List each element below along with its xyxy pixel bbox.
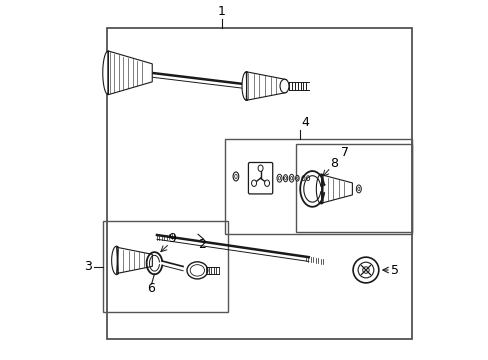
Ellipse shape [356,185,361,193]
Circle shape [362,267,368,273]
Text: 1: 1 [217,5,225,18]
Text: 7: 7 [340,146,348,159]
Text: 6: 6 [147,283,155,296]
Ellipse shape [186,262,207,279]
Ellipse shape [301,176,305,181]
Bar [103,221,228,312]
Ellipse shape [280,79,288,93]
Ellipse shape [284,177,286,180]
Ellipse shape [234,174,237,179]
Ellipse shape [295,175,299,181]
Ellipse shape [278,176,280,180]
Polygon shape [111,246,152,275]
Ellipse shape [306,176,309,181]
Ellipse shape [276,174,282,182]
Ellipse shape [251,180,256,186]
Circle shape [357,262,373,278]
Ellipse shape [289,174,293,182]
Text: 5: 5 [390,264,398,276]
FancyBboxPatch shape [248,162,272,194]
Text: 9: 9 [168,233,176,246]
Ellipse shape [296,177,298,180]
Polygon shape [316,174,352,204]
Bar [296,144,411,232]
Ellipse shape [283,175,287,182]
Ellipse shape [357,187,359,191]
Ellipse shape [290,176,292,180]
Ellipse shape [264,180,269,186]
Text: 3: 3 [84,260,92,273]
Polygon shape [102,51,152,95]
Bar [224,139,411,234]
Polygon shape [242,72,286,100]
Bar [107,28,411,339]
Circle shape [352,257,378,283]
Ellipse shape [258,165,263,171]
Ellipse shape [233,172,238,181]
Ellipse shape [190,265,204,276]
Text: 2: 2 [197,238,205,251]
Text: 8: 8 [329,157,337,170]
Text: 4: 4 [301,116,308,129]
